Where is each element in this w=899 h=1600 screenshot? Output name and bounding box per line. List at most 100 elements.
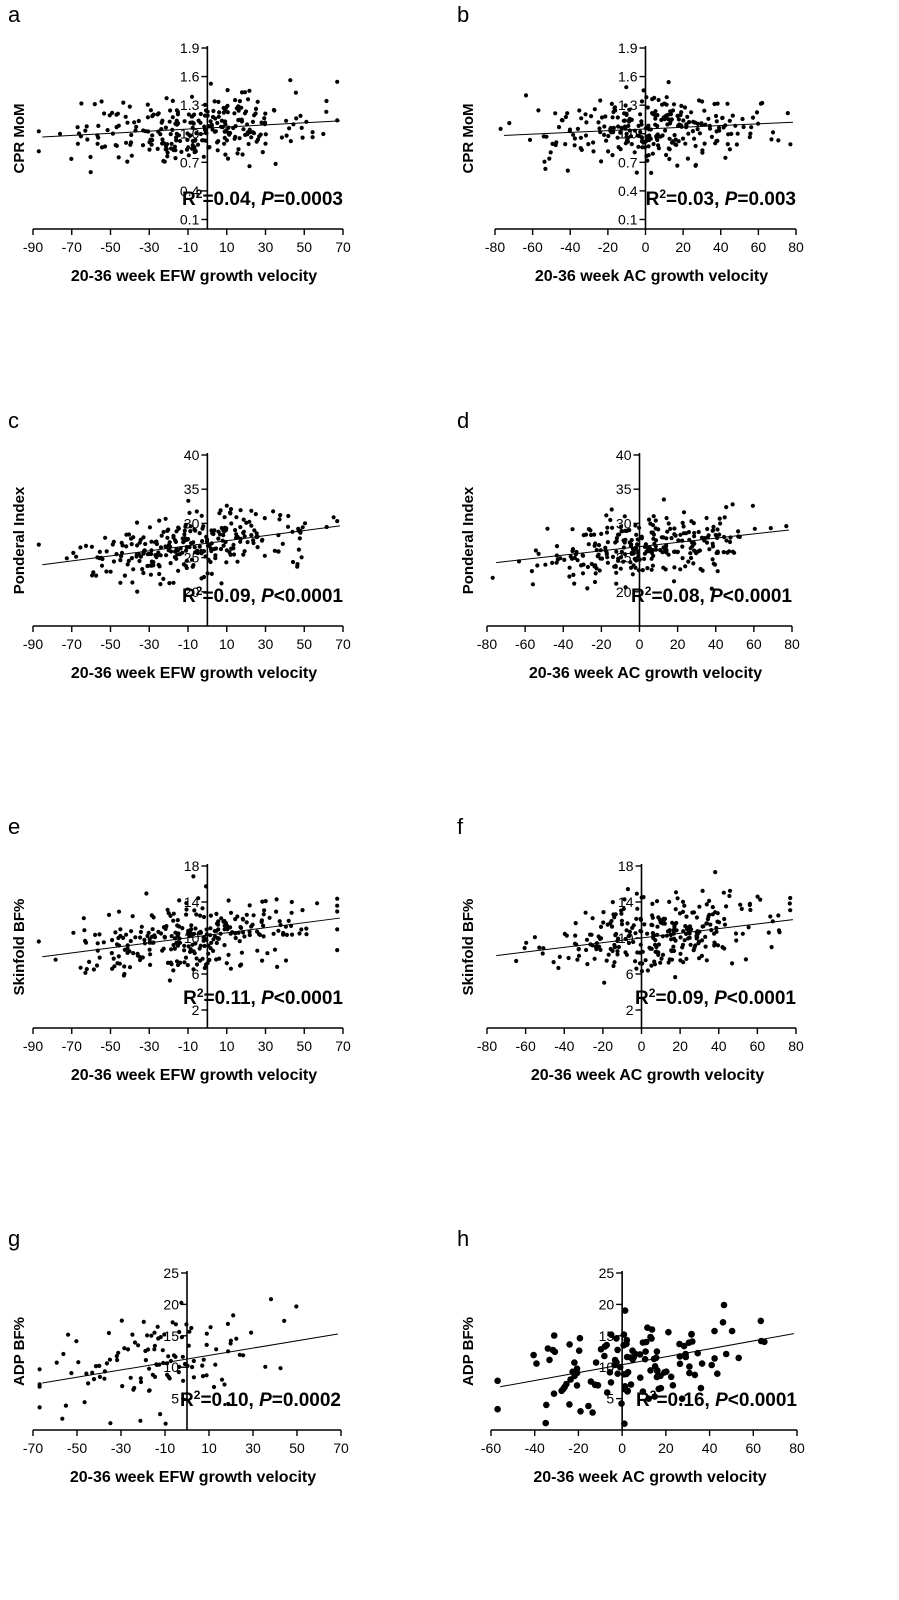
data-point <box>618 147 623 152</box>
y-tick-label: 25 <box>163 1265 179 1281</box>
data-point <box>697 1384 705 1392</box>
data-point <box>165 154 170 159</box>
data-point <box>711 528 716 533</box>
x-tick-label: -60 <box>516 1038 536 1054</box>
data-point <box>210 114 216 120</box>
data-point <box>226 952 231 957</box>
data-point <box>610 948 615 954</box>
y-tick-label: 1.3 <box>618 97 638 113</box>
data-point <box>634 170 639 175</box>
data-point <box>675 113 680 118</box>
data-point <box>724 505 729 510</box>
data-point <box>261 923 266 928</box>
data-point <box>578 135 583 140</box>
data-point <box>688 546 693 551</box>
data-point <box>239 119 244 124</box>
data-point <box>646 517 652 522</box>
data-point <box>257 134 262 139</box>
data-point <box>748 131 753 136</box>
data-point <box>663 567 668 572</box>
data-point <box>185 963 190 968</box>
data-point <box>84 1371 89 1376</box>
data-point <box>200 906 205 911</box>
data-point <box>610 115 615 120</box>
data-point <box>299 927 304 932</box>
data-point <box>121 100 126 105</box>
data-point <box>127 965 133 970</box>
data-point <box>613 540 618 545</box>
data-point <box>638 917 644 922</box>
data-point <box>253 106 259 111</box>
data-point <box>565 168 570 173</box>
x-tick-label: -30 <box>139 1038 159 1054</box>
y-tick-label: 35 <box>184 481 200 497</box>
data-point <box>198 913 203 918</box>
data-point <box>331 515 336 520</box>
data-point <box>691 521 696 526</box>
data-point <box>691 1371 699 1379</box>
data-point <box>146 1388 152 1393</box>
data-point <box>175 962 181 968</box>
data-point <box>102 111 107 116</box>
data-point <box>255 137 261 142</box>
data-point <box>626 135 631 140</box>
data-point <box>237 136 242 141</box>
data-point <box>700 888 705 893</box>
data-point <box>164 553 169 558</box>
panel-letter: e <box>8 814 21 839</box>
x-tick-label: 70 <box>335 1038 351 1054</box>
data-point <box>680 909 686 914</box>
data-point <box>601 1343 609 1350</box>
data-point <box>639 536 644 541</box>
data-point <box>619 911 624 916</box>
data-point <box>160 1348 165 1353</box>
data-point <box>621 118 626 123</box>
data-point <box>694 936 699 941</box>
data-point <box>174 122 179 127</box>
data-point <box>200 1363 205 1368</box>
data-point <box>711 1327 718 1335</box>
data-point <box>754 110 760 115</box>
data-point <box>649 963 654 968</box>
data-point <box>641 1355 649 1363</box>
data-point <box>296 547 301 552</box>
data-point <box>616 936 621 941</box>
data-point <box>201 574 207 580</box>
x-tick-label: -20 <box>591 636 611 652</box>
data-point <box>622 514 627 519</box>
data-point <box>665 1328 672 1336</box>
data-point <box>128 1375 133 1380</box>
data-point <box>573 921 578 926</box>
x-tick-label: -30 <box>111 1440 131 1456</box>
data-point <box>260 150 265 155</box>
data-point <box>146 930 151 935</box>
data-point <box>118 580 123 585</box>
data-point <box>730 961 735 966</box>
data-point <box>617 532 622 537</box>
data-point <box>645 1395 652 1402</box>
data-point <box>129 556 134 561</box>
data-point <box>646 153 651 158</box>
data-point <box>335 519 340 524</box>
data-point <box>254 531 259 536</box>
data-point <box>115 961 120 966</box>
data-point <box>241 1353 246 1358</box>
data-point <box>209 940 214 945</box>
data-point <box>147 551 152 557</box>
data-point <box>36 149 41 154</box>
data-point <box>684 926 689 932</box>
data-point <box>71 550 76 555</box>
data-point <box>530 582 535 587</box>
y-tick-label: 1.3 <box>180 97 200 113</box>
data-point <box>217 110 222 115</box>
data-point <box>541 946 546 951</box>
data-point <box>636 123 641 128</box>
panel-letter: a <box>8 2 21 27</box>
data-point <box>174 940 179 945</box>
data-point <box>686 559 691 564</box>
panel-d: d -80 -60 -40 -20 0 20 40 60 80 20-36 week AC grow… <box>449 400 898 800</box>
data-point <box>687 935 692 940</box>
data-point <box>571 132 576 137</box>
data-point <box>630 572 635 577</box>
data-point <box>566 1341 573 1348</box>
